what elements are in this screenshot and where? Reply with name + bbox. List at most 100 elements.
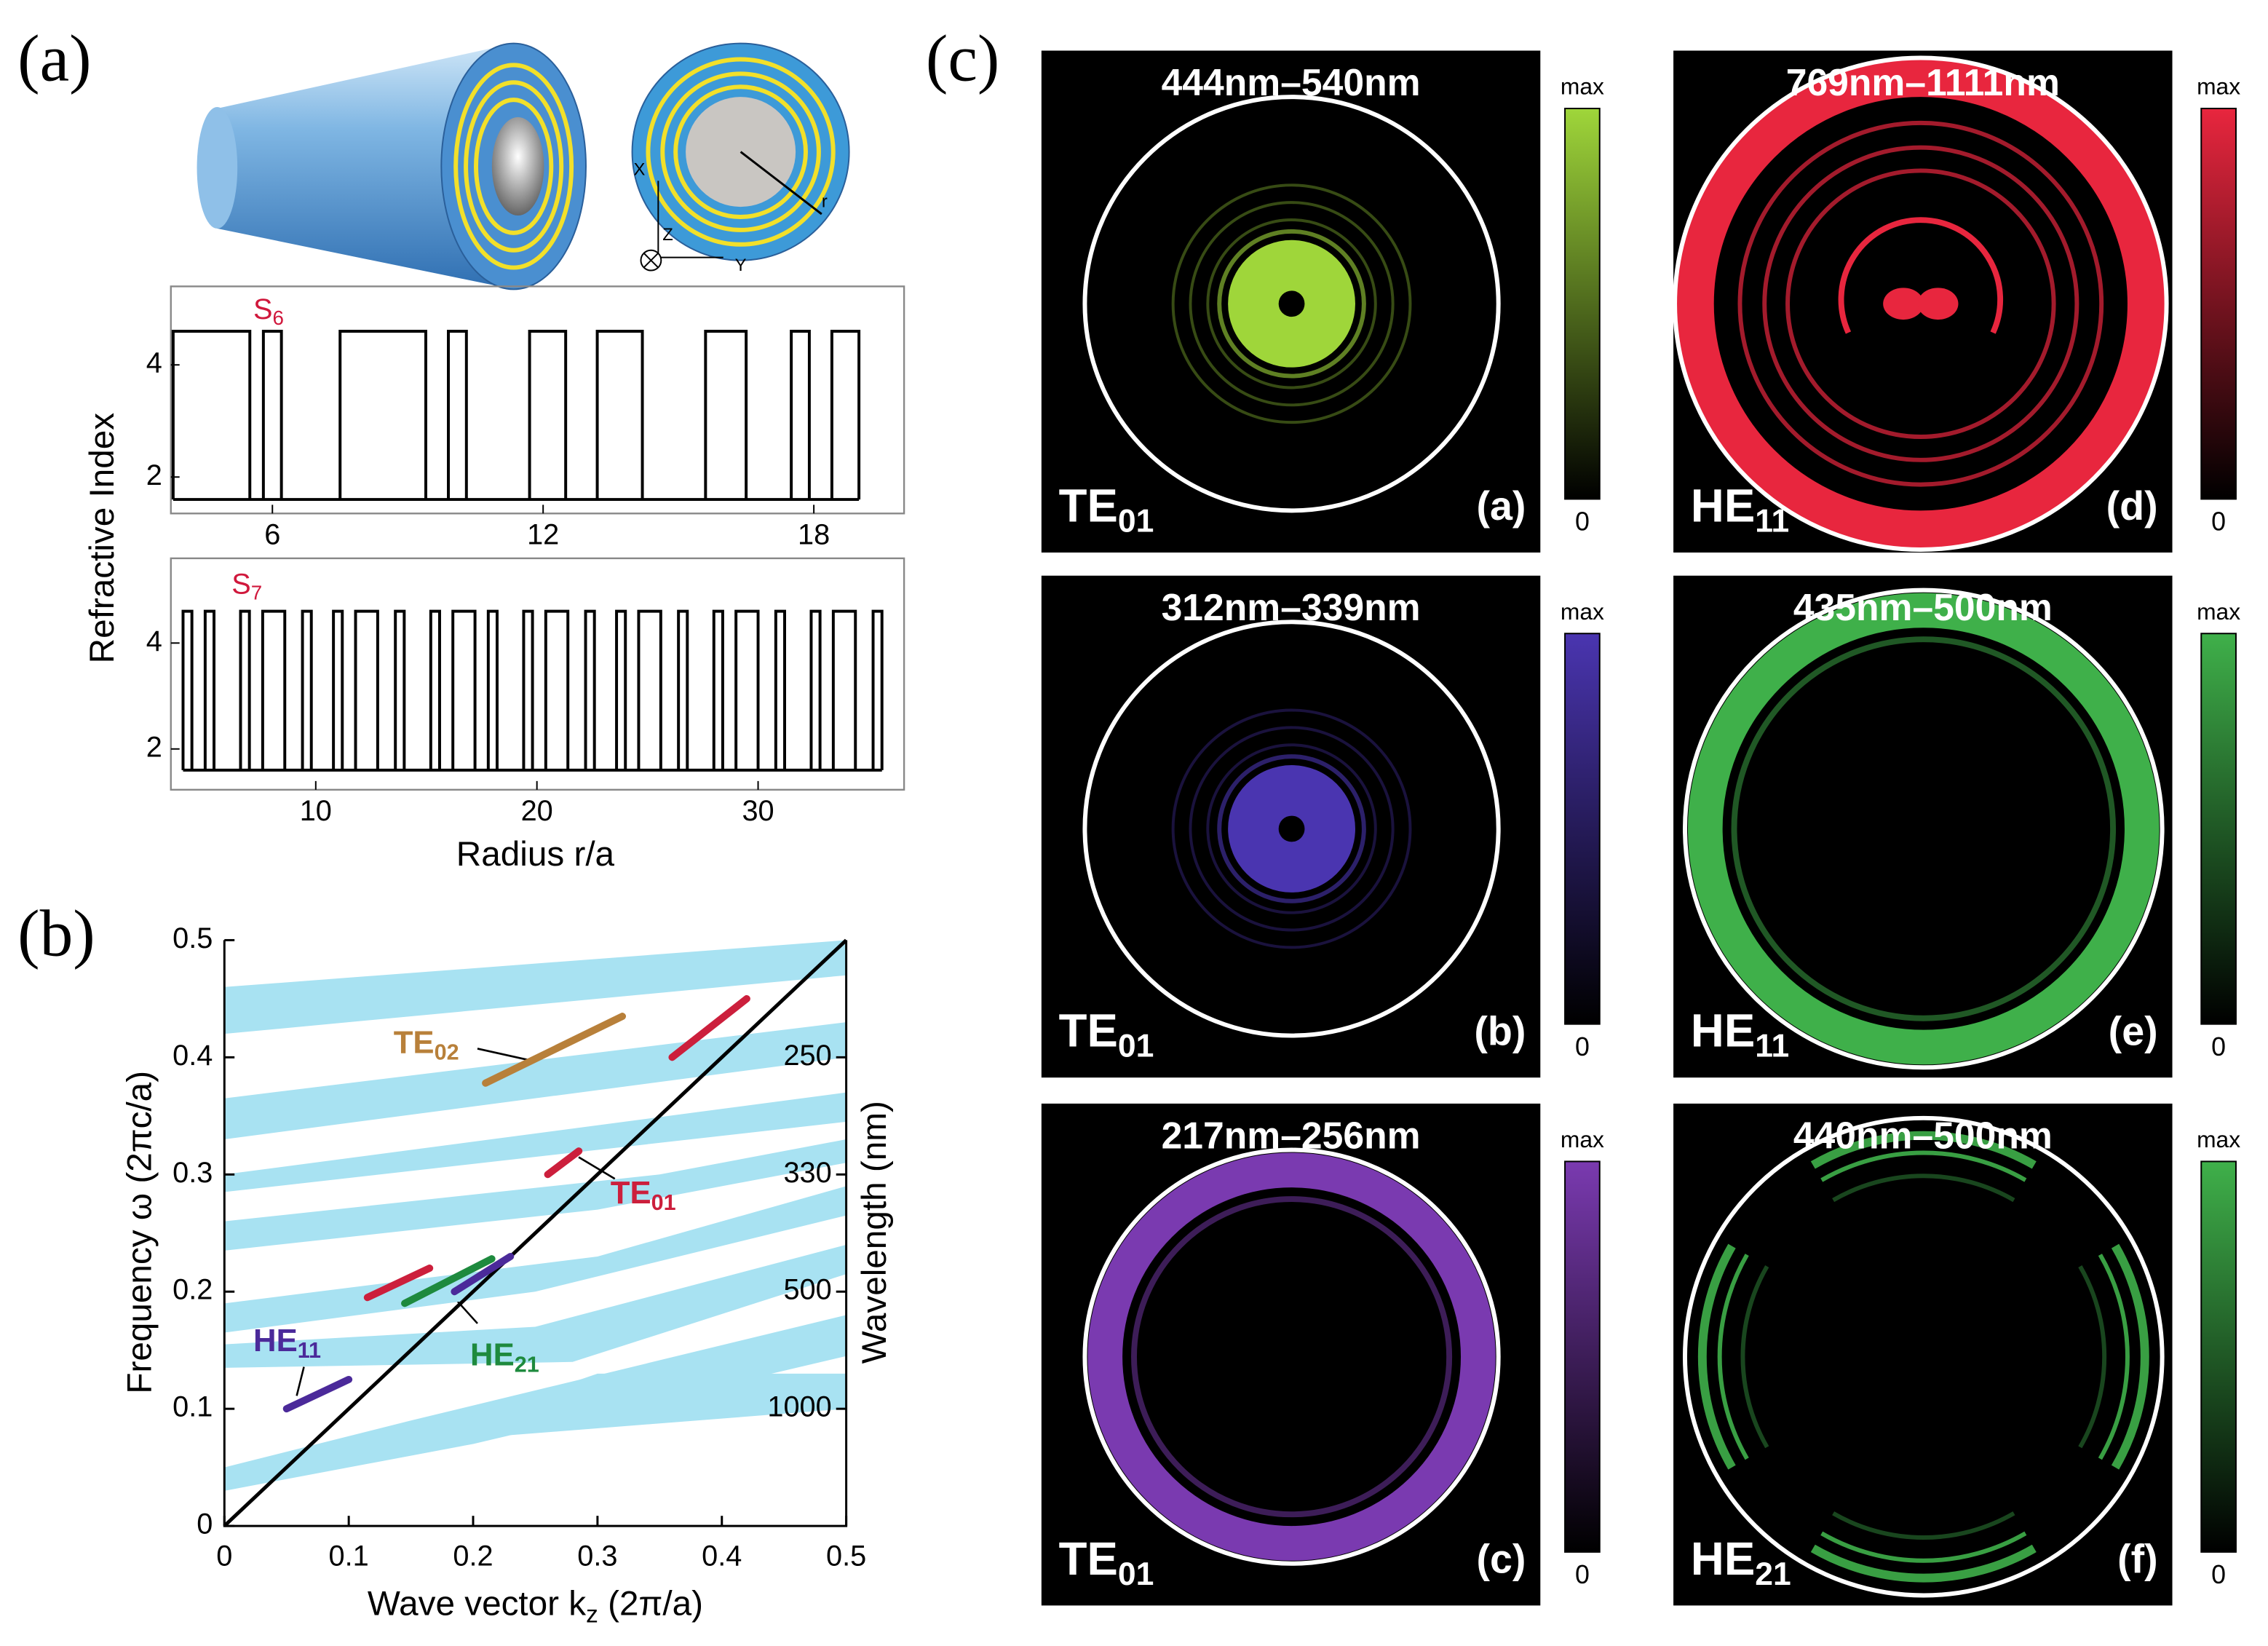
field-ring [1189, 726, 1395, 932]
mode-curve [401, 1255, 496, 1307]
high-index-layer [809, 609, 822, 770]
high-index-layer [239, 609, 251, 770]
high-index-layer [595, 330, 644, 500]
high-index-layer [451, 609, 477, 770]
field-arc [1832, 1174, 2015, 1203]
series-name: S6 [253, 293, 284, 330]
colorbar-max: max [2197, 74, 2240, 100]
high-index-layer [584, 609, 596, 770]
field-arc [1810, 1544, 2037, 1583]
field-lobe [1883, 288, 1924, 320]
image-title: 444nm–540nm [1162, 61, 1421, 103]
mode-name-base: HE [1691, 480, 1755, 531]
ring [660, 71, 821, 232]
x-tick-label: 0.3 [577, 1540, 617, 1572]
core [491, 116, 544, 216]
image-title: 440nm–500nm [1793, 1114, 2053, 1156]
colorbar [2200, 108, 2237, 500]
high-index-layer [203, 609, 216, 770]
ring [646, 57, 836, 247]
fiber-body [217, 43, 514, 290]
high-index-layer [332, 609, 344, 770]
high-index-layer [615, 609, 627, 770]
high-index-layer [637, 609, 662, 770]
band [323, 1373, 846, 1468]
x-tick-label: 0.4 [702, 1540, 742, 1572]
mode-name-sub: 21 [1755, 1556, 1791, 1592]
y-tick-label: 4 [146, 625, 162, 657]
colorbar [1564, 1160, 1601, 1553]
colorbar-max: max [2197, 598, 2240, 625]
arrow [578, 1156, 616, 1180]
y-tick-label: 0.4 [173, 1040, 213, 1072]
high-index-layer [871, 609, 884, 770]
panel-label: (a) [17, 21, 91, 95]
mode-name-sub: 01 [1118, 1556, 1154, 1592]
band [224, 1092, 846, 1192]
high-index-layer [394, 609, 406, 770]
x-tick-label: 0.2 [453, 1540, 493, 1572]
field-arc [1717, 1254, 1749, 1460]
high-index-layer [301, 609, 313, 770]
high-index-layer [261, 609, 287, 770]
field-image [1673, 575, 2173, 1078]
fiber-illustration [197, 42, 850, 290]
field-ring [1762, 145, 2079, 462]
x-tick-label: 30 [742, 795, 774, 827]
axis-name: r [822, 191, 828, 211]
field-ring [1217, 754, 1366, 903]
colorbar [2200, 1160, 2237, 1553]
mode-label: TE02 [394, 1024, 459, 1065]
colorbar [2200, 633, 2237, 1025]
boundary-circle [1082, 95, 1501, 513]
field-ring [1171, 708, 1412, 949]
field-ring [1217, 229, 1366, 379]
mode-label-base: TE [611, 1175, 651, 1211]
colorbar-min: 0 [2211, 507, 2226, 537]
high-index-layer [447, 330, 468, 500]
field-ring [1687, 593, 2160, 1065]
radius-arrow [740, 151, 822, 215]
image-title: 217nm–256nm [1162, 1114, 1421, 1156]
image-title: 435nm–500nm [1793, 586, 2053, 628]
band [224, 940, 846, 1034]
mode-name-base: HE [1691, 1005, 1755, 1056]
high-index-layer [544, 609, 570, 770]
axes-frame [223, 940, 848, 1527]
mode-label: TE01 [611, 1175, 676, 1216]
mode-label-sub: 02 [435, 1040, 459, 1065]
high-index-layer [704, 330, 748, 500]
y2-tick-label: 250 [783, 1040, 831, 1072]
field-arc [2098, 1254, 2130, 1460]
x-axis-label-tail: (2π/a) [598, 1584, 703, 1623]
series-name: S7 [231, 568, 262, 604]
image-tag: (c) [1476, 1536, 1526, 1581]
fiber-end [197, 107, 238, 229]
mode-label: HE11 [253, 1322, 321, 1363]
mode-curve [482, 1013, 627, 1087]
mode-name: HE11 [1691, 480, 1789, 539]
high-index-layer [528, 330, 568, 500]
high-index-layer [677, 609, 689, 770]
mode-name: TE01 [1059, 1533, 1154, 1592]
image-title: 312nm–339nm [1162, 586, 1421, 628]
x-axis-label: Wave vector kz (2π/a) [368, 1584, 703, 1629]
y2-tick-label: 500 [783, 1274, 831, 1306]
x-axis-label-base: Wave vector k [368, 1584, 586, 1623]
panel-label: (c) [926, 21, 999, 95]
colorbar-min: 0 [2211, 1032, 2226, 1061]
y-tick-label: 0.3 [173, 1157, 213, 1189]
high-index-layer [261, 330, 283, 500]
mode-curve [668, 994, 750, 1061]
field-ring [1131, 1196, 1453, 1518]
x-tick-label: 20 [521, 795, 553, 827]
mode-label-sub: 21 [515, 1353, 539, 1377]
ring [453, 63, 574, 270]
series-name-base: S [253, 293, 273, 325]
colorbar-min: 0 [1575, 1032, 1590, 1061]
mode-name-base: TE [1059, 1005, 1118, 1056]
mode-label-base: HE [253, 1322, 298, 1358]
x-axis-label: Radius r/a [456, 835, 615, 874]
colorbar-max: max [1561, 74, 1604, 100]
